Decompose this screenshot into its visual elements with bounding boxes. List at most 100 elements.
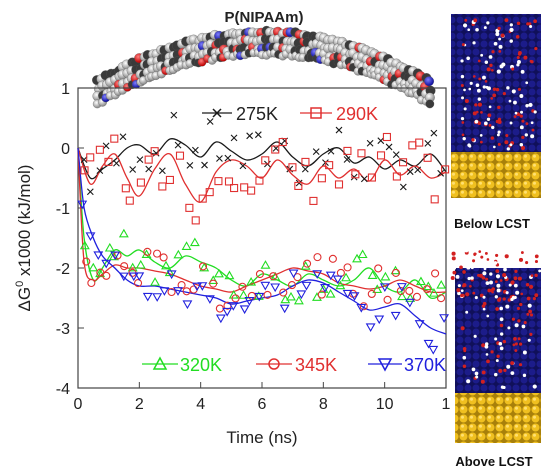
snapshot-atom <box>525 103 529 108</box>
y-tick-label: 1 <box>61 81 70 98</box>
snapshot-atom <box>462 23 468 28</box>
snapshot-atom <box>477 273 481 277</box>
snapshot-atom <box>490 96 494 100</box>
snapshot-atom <box>474 296 478 300</box>
snapshot-atom <box>480 140 483 144</box>
data-point-320K <box>208 275 219 284</box>
snapshot-atom <box>516 63 520 67</box>
snapshot-atom <box>517 319 521 323</box>
snapshot-atom <box>490 136 495 140</box>
data-point-370K <box>204 295 215 304</box>
data-point-290K <box>317 174 326 183</box>
snapshot-atom <box>530 274 534 277</box>
y-axis-label: ΔG0 x1000 (kJ/mol) <box>14 165 34 312</box>
data-point-320K <box>405 293 416 302</box>
snapshot-atom <box>488 105 492 109</box>
data-point-290K <box>165 175 174 184</box>
snapshot-atom <box>511 67 515 71</box>
data-point-320K <box>173 249 184 259</box>
snapshot-atom <box>468 144 472 148</box>
data-point-320K <box>246 276 257 286</box>
snapshot-atom <box>465 292 470 297</box>
snapshot-atom <box>494 295 498 299</box>
data-point-370K <box>312 270 323 279</box>
snapshot-atom <box>480 379 485 384</box>
snapshot-atom <box>466 56 470 61</box>
snapshot-atom <box>462 364 467 369</box>
snapshot-atom <box>491 125 495 130</box>
snapshot-atom <box>517 337 521 341</box>
snapshot-atom <box>450 276 455 281</box>
snapshot-atom <box>508 283 512 287</box>
data-point-370K <box>244 297 255 306</box>
data-point-275K <box>437 169 445 177</box>
snapshot-atom <box>509 39 513 43</box>
data-point-370K <box>215 314 226 324</box>
legend-top: 275K 290K <box>202 104 378 124</box>
snapshot-atom <box>460 326 465 331</box>
data-point-320K <box>214 268 224 278</box>
x-tick-label: 4 <box>196 396 205 413</box>
snapshot-atom <box>478 250 482 253</box>
snapshot-atom <box>483 267 487 271</box>
snapshot-atom <box>455 250 459 255</box>
data-point-320K <box>293 295 304 305</box>
data-point-345K <box>405 286 414 296</box>
data-point-370K <box>159 287 170 296</box>
snapshot-atom <box>477 102 482 107</box>
snapshot-atom <box>499 261 504 265</box>
data-point-370K <box>222 307 233 317</box>
snapshot-atom <box>527 303 532 308</box>
data-point-370K <box>349 292 360 301</box>
data-point-345K <box>412 292 422 301</box>
data-point-320K <box>335 280 346 290</box>
snapshot-atom <box>451 256 456 261</box>
legend-label-345K: 345K <box>295 355 337 375</box>
legend-label-320K: 320K <box>180 355 222 375</box>
snapshot-atom <box>527 256 532 261</box>
snapshot-atom <box>492 145 496 149</box>
snapshot-atom <box>482 295 486 299</box>
snapshot-atom <box>534 293 539 298</box>
data-point-345K <box>263 290 272 299</box>
data-point-370K <box>239 305 250 315</box>
data-point-370K <box>428 345 439 355</box>
snapshot-atom <box>476 88 481 93</box>
snapshot-atom <box>472 259 476 263</box>
data-point-345K <box>255 269 264 279</box>
snapshot-atom <box>515 290 520 295</box>
data-point-275K <box>377 137 385 145</box>
snapshot-atom <box>471 367 476 372</box>
x-tick-label: 0 <box>74 396 83 413</box>
snapshot-atom <box>452 265 457 270</box>
series-line-290K <box>77 147 447 203</box>
data-point-275K <box>360 175 368 183</box>
data-point-290K <box>158 182 167 191</box>
snapshot-atom <box>527 338 531 342</box>
data-point-275K <box>406 168 414 176</box>
snapshot-atom <box>498 44 503 49</box>
snapshot-atom <box>528 102 533 108</box>
snapshot-atom <box>532 297 536 301</box>
data-point-320K <box>238 290 249 299</box>
snapshot-atom <box>493 261 498 265</box>
snapshot-atom <box>498 49 502 53</box>
snapshot-atom <box>489 63 493 67</box>
snapshot-atom <box>460 74 465 79</box>
data-point-370K <box>166 270 177 280</box>
data-point-275K <box>301 165 309 173</box>
snapshot-atom <box>506 147 510 151</box>
snapshot-atom <box>496 133 500 137</box>
snapshot-atom <box>466 379 471 384</box>
snapshot-atom <box>531 128 535 132</box>
data-point-320K <box>161 260 171 270</box>
data-point-290K <box>80 166 89 175</box>
data-point-320K <box>341 272 351 282</box>
series-line-370K <box>77 147 447 335</box>
snapshot-atom <box>519 94 524 98</box>
data-point-370K <box>332 275 343 285</box>
snapshot-atom <box>499 306 504 311</box>
data-point-290K <box>271 145 280 154</box>
snapshot-atom <box>514 342 518 346</box>
snapshot-atom <box>497 117 502 121</box>
